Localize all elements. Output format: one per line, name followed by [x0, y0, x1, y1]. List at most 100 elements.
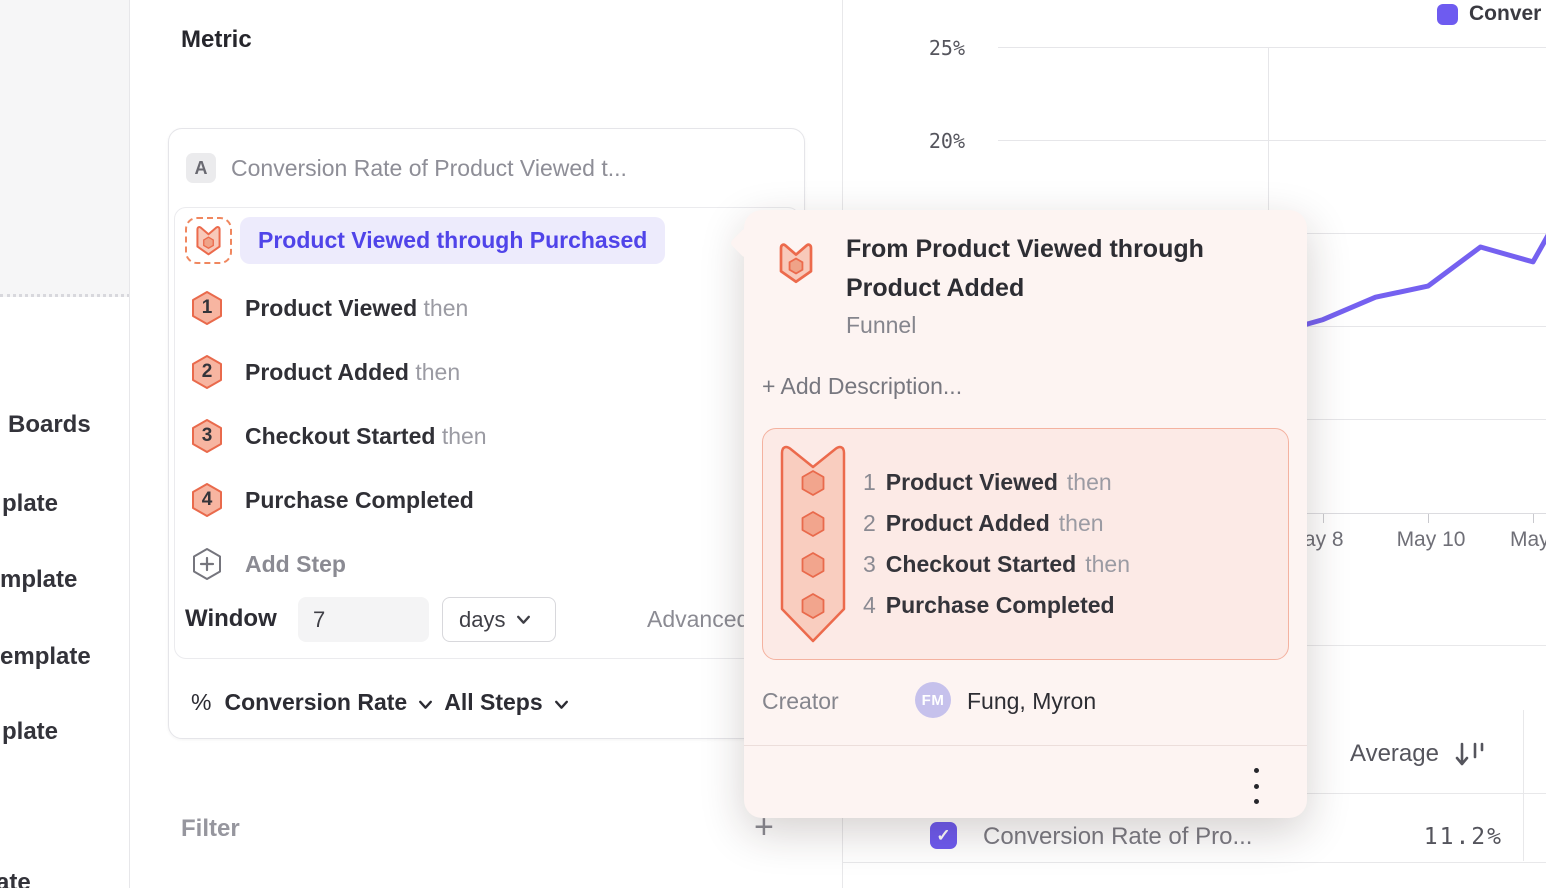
selected-funnel-name[interactable]: Product Viewed through Purchased: [240, 217, 666, 264]
sidebar-item-template-2[interactable]: mplate: [0, 566, 78, 593]
x-label-may12: May 12: [1510, 528, 1546, 551]
popover-footer-divider: [744, 745, 1307, 746]
step-4-name: Purchase Completed: [245, 486, 474, 513]
x-tick: [1533, 514, 1534, 523]
sidebar-item-boards[interactable]: Boards: [8, 411, 91, 438]
step-3-badge: 3: [190, 418, 224, 454]
metric-card: A Conversion Rate of Product Viewed t...…: [168, 128, 805, 739]
sidebar-item-template-4[interactable]: plate: [2, 718, 59, 745]
gridline-25: [998, 47, 1546, 48]
table-row-average-value: 11.2%: [1423, 824, 1503, 850]
window-row: Window days Advanced: [185, 591, 791, 649]
sidebar-item-template-5[interactable]: ate: [0, 869, 31, 888]
funnel-step-2[interactable]: 2 Product Added then: [190, 354, 460, 390]
summary-step-1: 1 Product Viewed then: [863, 467, 1112, 497]
checkmark-icon: ✓: [936, 826, 951, 845]
creator-label: Creator: [762, 688, 839, 714]
funnel-details-popover: From Product Viewed through Product Adde…: [729, 210, 1307, 818]
filter-section-title: Filter: [181, 815, 240, 842]
step-3-label: Checkout Started then: [245, 423, 487, 450]
y-tick-20: 20%: [928, 129, 965, 153]
window-value-input[interactable]: [298, 597, 429, 642]
series-checkbox[interactable]: ✓: [930, 822, 957, 849]
summary-step-2-number: 2: [863, 509, 876, 536]
funnel-summary-panel: 1 Product Viewed then 2 Product Added th…: [762, 428, 1289, 660]
step-1-then: then: [423, 294, 469, 321]
step-4-badge: 4: [190, 482, 224, 518]
creator-name: Fung, Myron: [967, 688, 1097, 714]
summary-step-4: 4 Purchase Completed: [863, 590, 1115, 620]
funnel-step-4[interactable]: 4 Purchase Completed: [190, 482, 474, 518]
conversion-line-chart: [1268, 233, 1546, 337]
step-2-badge: 2: [190, 354, 224, 390]
funnel-steps-panel: Product Viewed through Purchased 1 Produ…: [174, 207, 800, 659]
chevron-down-icon[interactable]: [553, 696, 570, 713]
step-1-name: Product Viewed: [245, 294, 418, 321]
funnel-icon: [779, 243, 813, 284]
more-options-icon[interactable]: [1252, 768, 1260, 804]
table-row-border: [843, 862, 1546, 863]
window-unit-select[interactable]: days: [442, 597, 556, 642]
metric-section-title: Metric: [181, 26, 252, 53]
chart-legend[interactable]: Conver: [1437, 2, 1541, 26]
funnel-icon: [196, 226, 221, 256]
summary-step-1-number: 1: [863, 468, 876, 495]
hexagon-icon: [801, 593, 825, 619]
summary-step-1-name: Product Viewed: [885, 468, 1058, 495]
table-header-average[interactable]: Average: [1350, 740, 1439, 767]
sidebar-top-panel: [0, 0, 129, 297]
step-3-then: then: [441, 422, 487, 449]
sidebar-item-template-3[interactable]: emplate: [0, 643, 91, 670]
summary-step-2: 2 Product Added then: [863, 508, 1104, 538]
step-2-name: Product Added: [245, 358, 409, 385]
x-tick: [1323, 514, 1324, 523]
y-tick-25: 25%: [928, 36, 965, 60]
step-1-label: Product Viewed then: [245, 295, 468, 322]
add-step-button[interactable]: Add Step: [190, 546, 346, 582]
step-3-name: Checkout Started: [245, 422, 436, 449]
add-step-icon: [190, 546, 224, 582]
popover-type-label: Funnel: [846, 312, 917, 338]
summary-step-4-number: 4: [863, 591, 876, 618]
percent-icon: %: [191, 688, 212, 715]
summary-step-3: 3 Checkout Started then: [863, 549, 1130, 579]
summary-step-1-then: then: [1066, 468, 1112, 495]
popover-title: From Product Viewed through Product Adde…: [846, 235, 1204, 302]
step-4-label: Purchase Completed: [245, 487, 474, 514]
measure-type-dropdown[interactable]: Conversion Rate: [224, 688, 408, 715]
add-description-button[interactable]: + Add Description...: [762, 373, 963, 399]
hexagon-icon: [801, 511, 825, 537]
step-4-number: 4: [201, 489, 213, 510]
step-1-number: 1: [201, 297, 213, 318]
step-2-label: Product Added then: [245, 359, 460, 386]
hexagon-icon: [801, 470, 825, 496]
step-2-then: then: [415, 358, 461, 385]
summary-step-3-name: Checkout Started: [885, 550, 1077, 577]
advanced-link[interactable]: Advanced: [647, 606, 750, 632]
hexagon-icon: [801, 552, 825, 578]
chevron-down-icon: [517, 615, 531, 624]
table-row-series-label[interactable]: Conversion Rate of Pro...: [983, 823, 1253, 850]
metric-config-panel: Metric A Conversion Rate of Product View…: [130, 0, 843, 888]
sort-descending-icon[interactable]: [1454, 740, 1490, 770]
step-1-badge: 1: [190, 290, 224, 326]
x-tick: [1428, 514, 1429, 523]
funnel-step-3[interactable]: 3 Checkout Started then: [190, 418, 487, 454]
funnel-step-1[interactable]: 1 Product Viewed then: [190, 290, 468, 326]
step-2-number: 2: [201, 361, 213, 382]
chevron-down-icon[interactable]: [417, 696, 434, 713]
series-a-badge: A: [186, 153, 216, 183]
gridline-20: [998, 140, 1546, 141]
sidebar-item-template-1[interactable]: plate: [2, 490, 59, 517]
summary-step-3-then: then: [1085, 550, 1130, 577]
series-title: Conversion Rate of Product Viewed t...: [231, 155, 627, 181]
window-unit-value: days: [459, 606, 506, 632]
legend-swatch: [1437, 3, 1458, 25]
legend-label: Conver: [1469, 2, 1542, 25]
add-step-label: Add Step: [245, 550, 346, 577]
table-column-divider: [1523, 710, 1524, 861]
measure-scope-dropdown[interactable]: All Steps: [444, 688, 543, 715]
selected-funnel-icon-tile[interactable]: [185, 217, 232, 264]
window-label: Window: [185, 605, 277, 632]
